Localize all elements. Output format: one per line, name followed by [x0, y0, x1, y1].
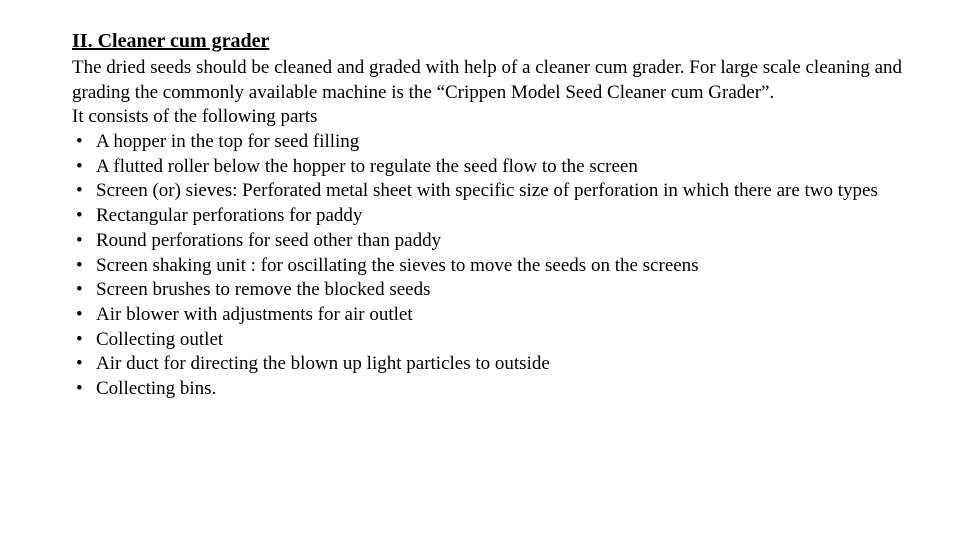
- list-item: A flutted roller below the hopper to reg…: [72, 155, 940, 180]
- list-item: Collecting outlet: [72, 328, 940, 353]
- parts-bullet-list: A hopper in the top for seed filling A f…: [72, 130, 940, 402]
- list-item: Screen shaking unit : for oscillating th…: [72, 254, 940, 279]
- list-item: Screen brushes to remove the blocked see…: [72, 278, 940, 303]
- list-item: A hopper in the top for seed filling: [72, 130, 940, 155]
- document-page: II. Cleaner cum grader The dried seeds s…: [0, 0, 960, 540]
- list-item: Air duct for directing the blown up ligh…: [72, 352, 940, 377]
- intro-paragraph: The dried seeds should be cleaned and gr…: [72, 56, 932, 105]
- list-item: Air blower with adjustments for air outl…: [72, 303, 940, 328]
- section-heading: II. Cleaner cum grader: [72, 28, 940, 54]
- parts-intro-line: It consists of the following parts: [72, 105, 940, 130]
- list-item: Round perforations for seed other than p…: [72, 229, 940, 254]
- list-item: Rectangular perforations for paddy: [72, 204, 940, 229]
- list-item: Screen (or) sieves: Perforated metal she…: [72, 179, 940, 204]
- list-item: Collecting bins.: [72, 377, 940, 402]
